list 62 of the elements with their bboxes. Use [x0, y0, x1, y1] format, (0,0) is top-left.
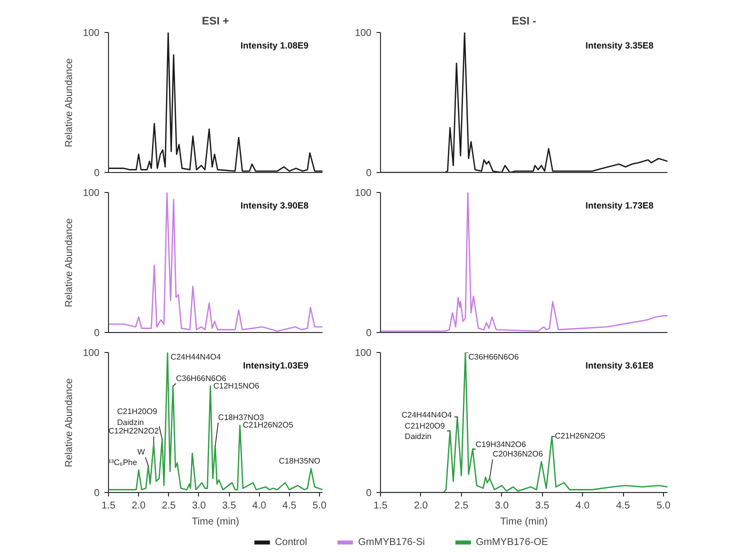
chart-title: ESI -: [512, 16, 537, 28]
annotation: C12H15NO6: [213, 381, 260, 390]
annotation: C21H26N2O5: [554, 432, 606, 441]
annotation: W: [137, 448, 146, 457]
x-tick-label: 2.0: [414, 500, 428, 512]
annotation: C20H36N2O6: [492, 450, 544, 459]
annotation: C18H35NO: [278, 456, 320, 466]
annotation: C21H26N2O5: [242, 420, 294, 430]
legend-label: Control: [274, 536, 308, 548]
x-tick-label: 3.0: [192, 500, 206, 512]
x-tick-label: 3.0: [494, 500, 510, 512]
y-tick-label: 100: [82, 28, 100, 39]
annotation: C36H66N6O6: [468, 352, 520, 362]
chart-title: ESI +: [202, 16, 230, 28]
x-axis-title: Time (min): [192, 516, 240, 528]
legend-label: GmMYB176-Si: [358, 536, 425, 548]
line-series: [108, 352, 322, 490]
legend-label: GmMYB176-OE: [476, 536, 548, 548]
x-tick-label: 3.5: [535, 500, 550, 512]
y-tick-label: 0: [366, 488, 372, 499]
y-tick-label: 0: [366, 168, 372, 179]
annotation: Intensity1.03E9: [242, 360, 308, 370]
y-axis-title: Relative Abundance: [64, 378, 75, 468]
annotation: C21H20O9 Daidzin: [404, 421, 446, 442]
annotation: Intensity 1.73E8: [585, 200, 654, 210]
annotation: Intensity 1.08E9: [240, 40, 309, 50]
annotation: C36H66N6O6: [176, 374, 227, 383]
x-tick-label: 2.5: [162, 500, 176, 512]
x-tick-label: 4.5: [616, 500, 630, 512]
annotation: C24H44N4O4: [170, 352, 222, 362]
y-tick-label: 100: [82, 348, 100, 359]
annotation: C12H22N2O2: [108, 426, 160, 436]
annotation: Intensity 3.35E8: [585, 40, 654, 50]
x-tick-label: 2.5: [454, 500, 469, 512]
x-axis-title: Time (min): [500, 516, 548, 528]
annotation: C21H20O9 Daidzin: [117, 407, 158, 427]
annotation: Intensity 3.90E8: [240, 200, 309, 210]
annotation: Intensity 3.61E8: [585, 360, 654, 370]
x-tick-label: 4.0: [576, 500, 590, 512]
x-tick-label: 5.0: [312, 500, 327, 512]
annotation: C18H37NO3: [218, 413, 265, 422]
y-axis-title: Relative Abundance: [64, 218, 75, 308]
x-tick-label: 5.0: [656, 500, 671, 512]
y-tick-label: 100: [82, 188, 100, 199]
x-tick-label: 1.5: [374, 500, 388, 512]
y-tick-label: 0: [366, 328, 372, 339]
x-tick-label: 1.5: [102, 500, 116, 512]
y-tick-label: 0: [94, 488, 100, 499]
annotation: C24H44N4O4: [402, 410, 452, 420]
y-tick-label: 100: [354, 188, 372, 199]
annotation: C19H34N2O6: [476, 440, 526, 449]
y-tick-label: 0: [94, 328, 100, 339]
x-tick-label: 3.5: [222, 500, 236, 512]
x-tick-label: 4.5: [282, 500, 297, 512]
y-tick-label: 100: [354, 348, 372, 359]
y-axis-title: Relative Abundance: [64, 58, 75, 148]
annotation: ¹³C₆Phe: [108, 458, 138, 467]
y-tick-label: 0: [94, 168, 100, 179]
y-tick-label: 100: [354, 28, 372, 39]
x-tick-label: 4.0: [252, 500, 267, 512]
line-series: [380, 192, 668, 332]
x-tick-label: 2.0: [132, 500, 146, 512]
